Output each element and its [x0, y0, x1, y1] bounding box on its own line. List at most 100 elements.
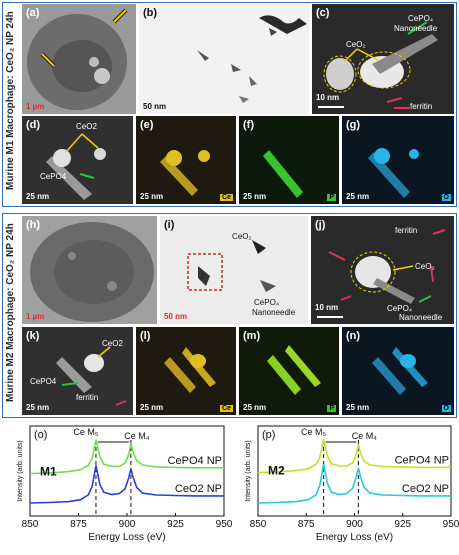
panel-c-tag-ceo2: CeO₂	[346, 40, 366, 49]
eels-chart-o-svg: 850 875 900 925 950 Energy Loss (eV) Intensity…	[17, 425, 233, 543]
cell-micrograph	[22, 4, 136, 114]
chart-p-xtick-label: 950	[443, 519, 459, 530]
panel-h-tem-image: (h) 1 µm	[22, 216, 157, 324]
o-element-map	[372, 347, 428, 395]
panel-m-p-map: (m) 25 nm P	[239, 327, 339, 415]
panel-g-scale: 25 nm	[346, 192, 370, 201]
panel-e-scale: 25 nm	[140, 192, 164, 201]
chart-p-series-label-0: CePO4 NP	[395, 454, 449, 466]
panel-m-element: P	[327, 405, 336, 412]
panel-j-label: (j)	[315, 219, 326, 231]
panel-g-element: O	[441, 194, 451, 201]
o-element-map	[368, 148, 419, 198]
panel-a-label: (a)	[26, 7, 40, 19]
panel-c-tag-cepo4: CePO₄	[408, 14, 434, 23]
panel-h-label: (h)	[26, 219, 41, 231]
panel-l-label: (l)	[140, 330, 151, 342]
chart-o-xtick-label: 950	[216, 519, 232, 530]
panel-j-tag-ceo2: CeO₂	[415, 262, 435, 271]
needle-darkfield	[22, 116, 133, 204]
chart-o-series-line-1	[29, 465, 224, 504]
panel-g-label: (g)	[346, 119, 361, 131]
needle-darkfield	[22, 327, 133, 415]
chart-o-series-line-0	[29, 439, 224, 475]
panel-k-tag-cepo4: CePO4	[30, 377, 57, 386]
panel-f-scale: 25 nm	[243, 192, 267, 201]
panel-n-label: (n)	[346, 330, 361, 342]
panel-d-label: (d)	[26, 119, 41, 131]
panel-l-scale: 25 nm	[140, 403, 164, 412]
panel-d-tag-cepo4: CePO4	[40, 172, 67, 181]
panel-c-scale-bar	[318, 106, 344, 108]
particle-micrograph	[187, 240, 276, 292]
panel-i-tem-image: (i) CeO₂ CePO₄ Nanoneedle 50 nm	[160, 216, 308, 324]
panel-f-label: (f)	[243, 119, 254, 131]
chart-p-sample-label: M2	[268, 464, 285, 478]
p-element-map	[263, 150, 303, 198]
panel-l-ce-map: (l) 25 nm Ce	[136, 327, 236, 415]
ce-element-map	[160, 150, 210, 196]
panel-d-tag-ceo2: CeO2	[76, 122, 97, 131]
panel-e-ce-map: (e) 25 nm Ce	[136, 116, 236, 204]
cell-micrograph	[22, 216, 157, 324]
panel-c-scale: 10 nm	[316, 93, 340, 102]
chart-o-sample-label: M1	[40, 464, 57, 478]
panel-j-tag-nanoneedle: Nanoneedle	[399, 313, 443, 322]
chart-o-xtick-label: 900	[119, 519, 136, 530]
panel-i-scale: 50 nm	[164, 312, 188, 321]
panel-k-stem-image: (k) CeO2 CePO4 ferritin 25 nm	[22, 327, 133, 415]
eels-chart-o: 850 875 900 925 950 Energy Loss (eV) Intensity…	[0, 420, 233, 550]
panel-c-tag-ferritin: ferritin	[410, 102, 433, 111]
panel-g-o-map: (g) 25 nm O	[342, 116, 454, 204]
chart-p-ylabel: Intensity (arb. units)	[245, 440, 252, 501]
panel-a-scale: 1 µm	[26, 102, 45, 111]
chart-p-panel-label: (p)	[262, 429, 275, 441]
chart-o-xtick-label: 850	[22, 519, 39, 530]
chart-p-series-line-0	[257, 439, 451, 474]
chart-o-xtick-label: 925	[167, 519, 184, 530]
panel-f-element: P	[327, 194, 336, 201]
panel-j-tag-ferritin: ferritin	[395, 226, 418, 235]
chart-p-xtick-label: 925	[394, 519, 411, 530]
panel-c-stem-image: (c) CePO₄ Nanoneedle CeO₂ ferritin 10 nm	[312, 4, 454, 114]
panel-a-tem-image: (a) 1 µm	[22, 4, 136, 114]
panel-j-scale: 10 nm	[315, 303, 339, 312]
panel-k-tag-ferritin: ferritin	[76, 393, 99, 402]
panel-k-label: (k)	[26, 330, 40, 342]
ce-element-map	[164, 347, 216, 393]
panel-i-label: (i)	[164, 219, 175, 231]
panel-d-stem-image: (d) CeO2 CePO4 25 nm	[22, 116, 133, 204]
m1-section-frame	[2, 2, 457, 207]
panel-k-scale: 25 nm	[26, 403, 50, 412]
chart-p-series-label-1: CeO2 NP	[402, 483, 449, 495]
panel-n-element: O	[441, 405, 451, 412]
chart-o-series-label-0: CePO4 NP	[168, 455, 222, 467]
panel-b-scale: 50 nm	[143, 102, 167, 111]
panel-f-p-map: (f) 25 nm P	[239, 116, 339, 204]
panel-i-tag-cepo4: CePO₄	[254, 298, 280, 307]
panel-e-element: Ce	[220, 194, 233, 201]
panel-n-o-map: (n) 25 nm O	[342, 327, 454, 415]
chart-p-xlabel: Energy Loss (eV)	[316, 532, 393, 543]
particle-micrograph	[197, 15, 307, 103]
panel-c-tag-nanoneedle: Nanoneedle	[394, 24, 438, 33]
chart-p-xtick-label: 900	[346, 519, 363, 530]
chart-o-series-label-1: CeO2 NP	[175, 483, 222, 495]
panel-h-scale: 1 µm	[26, 312, 45, 321]
panel-d-scale: 25 nm	[26, 192, 50, 201]
chart-o-edge-label-m5: Ce M₅	[73, 427, 99, 437]
chart-p-edge-label-m4: Ce M₄	[352, 431, 378, 441]
panel-m-label: (m)	[243, 330, 261, 342]
chart-o-ylabel: Intensity (arb. units)	[17, 440, 24, 501]
panel-k-tag-ceo2: CeO2	[102, 339, 123, 348]
chart-o-panel-label: (o)	[34, 429, 47, 441]
panel-j-stem-image: (j) ferritin CeO₂ CePO₄ Nanoneedle 10 nm	[311, 216, 454, 324]
m2-side-label: Murine M2 Macrophage: CeO₂ NP 24h	[5, 223, 16, 402]
panel-b-label: (b)	[143, 7, 158, 19]
particle-darkfield	[311, 216, 454, 324]
eels-chart-p-svg: 850 875 900 925 950 Energy Loss (eV) Intensity…	[245, 425, 459, 543]
panel-i-tag-ceo2: CeO₂	[232, 232, 252, 241]
chart-p-xtick-label: 875	[298, 519, 315, 530]
chart-p-series-line-1	[257, 463, 451, 504]
panel-j-scale-bar	[317, 316, 343, 318]
